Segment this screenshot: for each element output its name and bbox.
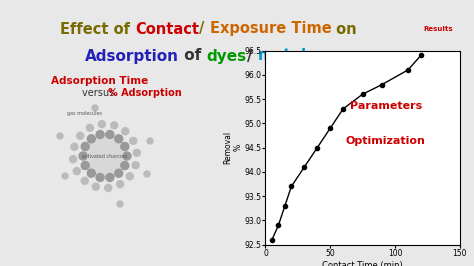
Circle shape: [86, 124, 93, 131]
Circle shape: [106, 173, 114, 181]
Text: Effect of: Effect of: [60, 22, 135, 36]
Text: /: /: [199, 22, 210, 36]
Text: % Adsorption: % Adsorption: [108, 88, 182, 98]
Circle shape: [81, 177, 88, 184]
Text: gas molecules: gas molecules: [67, 111, 102, 117]
Circle shape: [115, 169, 123, 177]
Text: metal: metal: [257, 48, 307, 64]
Circle shape: [96, 131, 104, 139]
Circle shape: [87, 169, 95, 177]
Circle shape: [98, 121, 105, 128]
Circle shape: [115, 135, 123, 143]
Circle shape: [117, 201, 123, 207]
Circle shape: [73, 168, 80, 175]
Circle shape: [77, 132, 84, 139]
Circle shape: [144, 171, 150, 177]
Circle shape: [121, 161, 129, 169]
Circle shape: [70, 156, 77, 163]
Circle shape: [132, 162, 139, 169]
Text: of: of: [179, 48, 207, 64]
Circle shape: [79, 152, 87, 160]
Circle shape: [126, 173, 133, 180]
Circle shape: [133, 149, 140, 156]
Circle shape: [106, 131, 114, 139]
Circle shape: [117, 181, 124, 188]
Circle shape: [81, 161, 89, 169]
Circle shape: [121, 143, 129, 151]
Text: Optimization: Optimization: [346, 136, 426, 146]
Circle shape: [71, 143, 78, 150]
Circle shape: [105, 184, 112, 191]
Text: dyes: dyes: [207, 48, 246, 64]
Text: Adsorption: Adsorption: [85, 48, 179, 64]
Circle shape: [92, 183, 99, 190]
Text: on: on: [331, 22, 357, 36]
Text: Adsorption Time: Adsorption Time: [51, 76, 149, 86]
Circle shape: [122, 128, 129, 135]
Text: Parameters: Parameters: [350, 101, 422, 111]
Circle shape: [92, 105, 98, 111]
Text: Results: Results: [424, 26, 453, 32]
Circle shape: [87, 135, 95, 143]
Circle shape: [123, 152, 131, 160]
Text: Exposure Time: Exposure Time: [210, 22, 331, 36]
Text: Contact: Contact: [135, 22, 199, 36]
Text: activated charcoal: activated charcoal: [82, 153, 128, 159]
Circle shape: [83, 134, 127, 178]
Circle shape: [57, 133, 63, 139]
Circle shape: [130, 137, 137, 144]
Y-axis label: Removal
%: Removal %: [223, 131, 243, 164]
Circle shape: [96, 173, 104, 181]
Text: versus: versus: [82, 88, 118, 98]
Circle shape: [147, 138, 153, 144]
X-axis label: Contact Time (min): Contact Time (min): [322, 261, 403, 266]
Circle shape: [62, 173, 68, 179]
Text: /: /: [246, 48, 257, 64]
Circle shape: [111, 122, 118, 129]
Circle shape: [81, 143, 89, 151]
